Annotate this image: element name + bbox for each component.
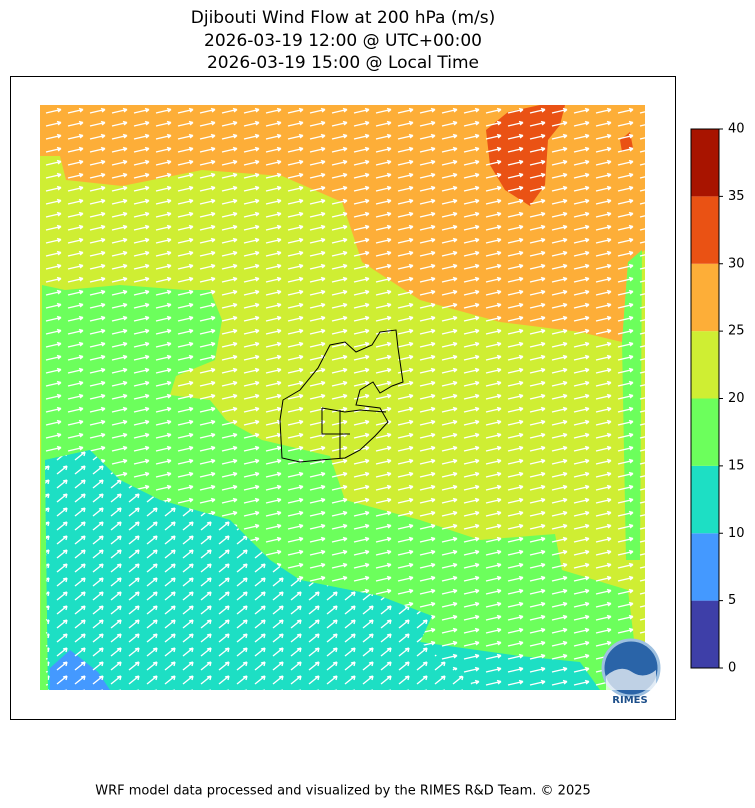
map-frame bbox=[10, 76, 676, 720]
wind-field bbox=[40, 105, 645, 690]
logo: RIMES bbox=[601, 638, 661, 706]
title-line: Djibouti Wind Flow at 200 hPa (m/s) bbox=[191, 8, 495, 28]
logo-text: RIMES bbox=[612, 695, 647, 706]
country-border bbox=[279, 329, 404, 463]
colorbar-bin bbox=[691, 331, 719, 399]
colorbar-bin bbox=[691, 196, 719, 264]
colorbar-bin bbox=[691, 398, 719, 466]
colorbar-tick-label: 10 bbox=[728, 526, 745, 541]
footer: WRF model data processed and visualized … bbox=[95, 784, 591, 799]
colorbar: 0 5 10 15 20 25 30 35 40 bbox=[690, 122, 745, 676]
colorbar-tick-label: 20 bbox=[728, 391, 745, 406]
colorbar-bin bbox=[691, 533, 719, 601]
colorbar-tick-label: 15 bbox=[728, 458, 745, 473]
colorbar-tick-label: 0 bbox=[728, 661, 736, 676]
colorbar-bin bbox=[691, 263, 719, 332]
logo-wave bbox=[606, 668, 656, 690]
colorbar-tick-label: 30 bbox=[728, 256, 745, 271]
wind-arrows bbox=[45, 450, 480, 690]
colorbar-bin bbox=[691, 129, 719, 197]
colorbar-tick-label: 35 bbox=[728, 189, 745, 204]
colorbar-tick-label: 5 bbox=[728, 593, 736, 608]
colorbar-bin bbox=[691, 465, 719, 534]
title-line: 2026-03-19 12:00 @ UTC+00:00 bbox=[204, 31, 482, 51]
colorbar-tick-label: 40 bbox=[728, 122, 745, 137]
colorbar-tick-label: 25 bbox=[728, 324, 745, 339]
colorbar-bin bbox=[691, 600, 719, 668]
title-line: 2026-03-19 15:00 @ Local Time bbox=[207, 53, 479, 73]
